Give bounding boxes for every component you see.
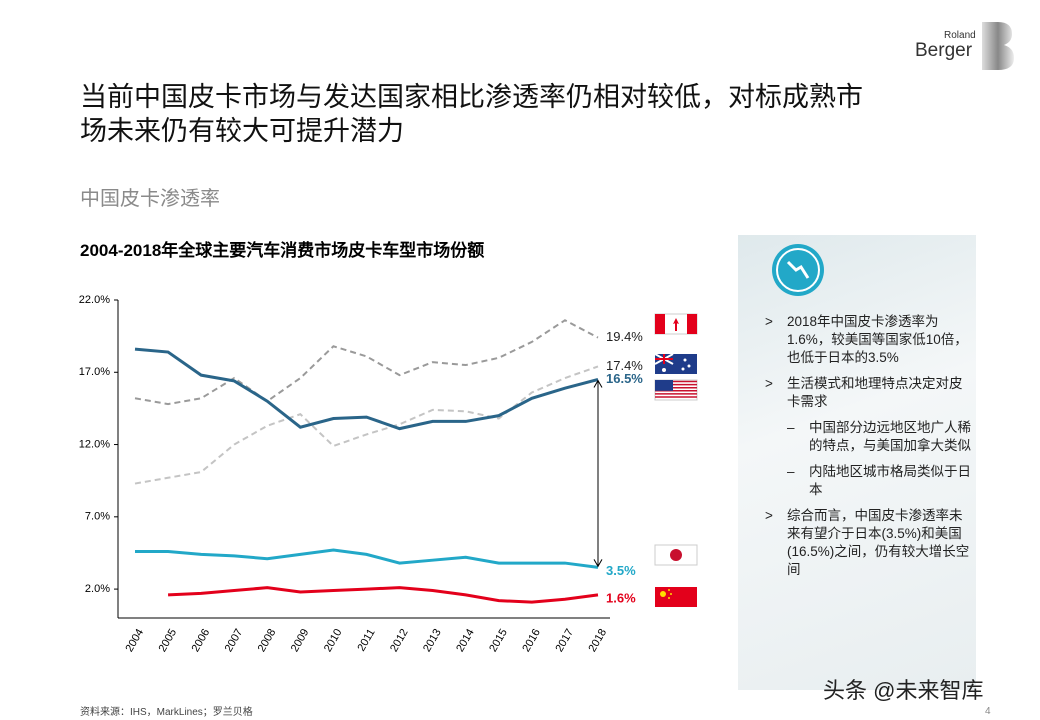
chart-title: 2004-2018年全球主要汽车消费市场皮卡车型市场份额 xyxy=(80,241,485,260)
x-tick-label: 2014 xyxy=(454,627,477,654)
series-line xyxy=(135,548,599,569)
x-tick-label: 2010 xyxy=(322,627,345,654)
x-tick-label: 2005 xyxy=(157,627,180,654)
panel-bullets: 2018年中国皮卡渗透率为1.6%，较美国等国家低10倍，也低于日本的3.5% … xyxy=(765,313,975,587)
chart: 2.0% 7.0% 12.0% 17.0% 22.0% 2004 2005 2006 2007 2… xyxy=(79,294,698,654)
logo-mark xyxy=(982,22,1014,70)
x-tick-label: 2017 xyxy=(553,627,576,654)
x-tick-label: 2012 xyxy=(388,627,411,654)
y-tick-label: 7.0% xyxy=(85,511,110,523)
x-tick-label: 2015 xyxy=(487,627,510,654)
x-tick-label: 2006 xyxy=(190,627,213,654)
page-number: 4 xyxy=(985,706,991,717)
x-tick-label: 2004 xyxy=(123,627,146,654)
flag-canada xyxy=(654,313,698,335)
subtitle: 中国皮卡渗透率 xyxy=(80,188,220,210)
series-line xyxy=(168,586,599,604)
end-label: 19.4% xyxy=(606,329,643,344)
y-tick-label: 12.0% xyxy=(79,438,110,450)
arrow-head xyxy=(593,379,603,388)
source: 资料来源：IHS，MarkLines；罗兰贝格 xyxy=(80,707,253,718)
arrow-head xyxy=(593,559,603,568)
title-line: 场未来仍有较大可提升潜力 xyxy=(80,116,404,146)
flag-china xyxy=(655,587,697,607)
slide-title: 当前中国皮卡市场与发达国家相比渗透率仍相对较低，对标成熟市 场未来仍有较大可提升潜… xyxy=(80,80,863,148)
y-tick-label: 22.0% xyxy=(79,294,110,306)
watermark: 头条 @未来智库 xyxy=(823,678,984,703)
y-tick-label: 2.0% xyxy=(85,583,110,595)
bullet: 综合而言，中国皮卡渗透率未来有望介于日本(3.5%)和美国 (16.5%)之间，… xyxy=(765,507,975,579)
end-label: 1.6% xyxy=(606,590,636,605)
bullet: 生活模式和地理特点决定对皮卡需求 xyxy=(765,375,975,411)
flag-australia xyxy=(654,353,697,374)
bullet: 2018年中国皮卡渗透率为1.6%，较美国等国家低10倍，也低于日本的3.5% xyxy=(765,313,975,367)
panel-icon xyxy=(772,244,824,296)
y-tick-label: 17.0% xyxy=(79,366,110,378)
logo-text: Roland xyxy=(944,30,976,41)
x-tick-label: 2018 xyxy=(586,627,609,654)
logo-text: Berger xyxy=(915,40,973,61)
flag-japan xyxy=(654,544,698,566)
series-line xyxy=(134,347,599,431)
series-line xyxy=(134,365,599,485)
end-label: 3.5% xyxy=(606,563,636,578)
x-tick-label: 2008 xyxy=(256,627,279,654)
x-tick-label: 2007 xyxy=(223,627,246,654)
end-label: 17.4% xyxy=(606,358,643,373)
x-tick-label: 2016 xyxy=(520,627,543,654)
end-label: 16.5% xyxy=(606,371,643,386)
x-tick-label: 2013 xyxy=(421,627,444,654)
series-line xyxy=(134,319,599,406)
flag-usa xyxy=(654,379,698,401)
x-tick-label: 2009 xyxy=(289,627,312,654)
sub-bullet: 中国部分边远地区地广人稀的特点，与美国加拿大类似 xyxy=(765,419,975,455)
x-tick-label: 2011 xyxy=(355,627,377,653)
title-line: 当前中国皮卡市场与发达国家相比渗透率仍相对较低，对标成熟市 xyxy=(80,82,863,112)
sub-bullet: 内陆地区城市格局类似于日本 xyxy=(765,463,975,499)
